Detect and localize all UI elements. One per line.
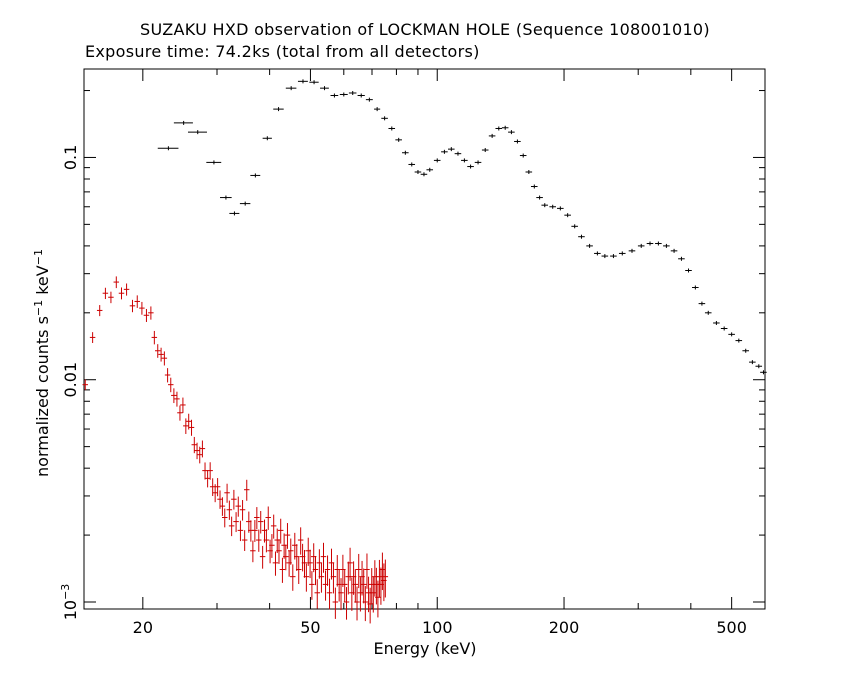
y-axis-label-unit: keV [33, 265, 53, 300]
y-tick-label: 0.1 [61, 145, 80, 170]
axis-ticks [84, 69, 766, 609]
y-axis-label-exp-1: −1 [31, 299, 45, 317]
y-axis-label-exp-2: −1 [31, 249, 45, 266]
x-tick-labels: 20 50 100 200 500 [133, 618, 747, 637]
x-tick-label: 50 [300, 618, 320, 637]
series-black [157, 79, 767, 375]
x-tick-label: 500 [716, 618, 747, 637]
chart-title: SUZAKU HXD observation of LOCKMAN HOLE (… [140, 20, 710, 39]
y-tick-labels: 0.1 0.01 10−3 [59, 145, 80, 621]
x-tick-label: 100 [422, 618, 453, 637]
x-tick-label: 200 [549, 618, 580, 637]
x-axis-label: Energy (keV) [373, 639, 477, 658]
series-red [82, 276, 389, 624]
plot-frame [83, 68, 766, 610]
x-tick-label: 20 [133, 618, 153, 637]
y-tick-label: 0.01 [61, 362, 80, 398]
y-tick-label: 10−3 [59, 584, 80, 621]
y-axis-label: normalized counts s−1 keV−1 [32, 249, 52, 477]
chart-subtitle: Exposure time: 74.2ks (total from all de… [85, 42, 480, 61]
y-axis-label-prefix: normalized counts s [33, 316, 53, 477]
